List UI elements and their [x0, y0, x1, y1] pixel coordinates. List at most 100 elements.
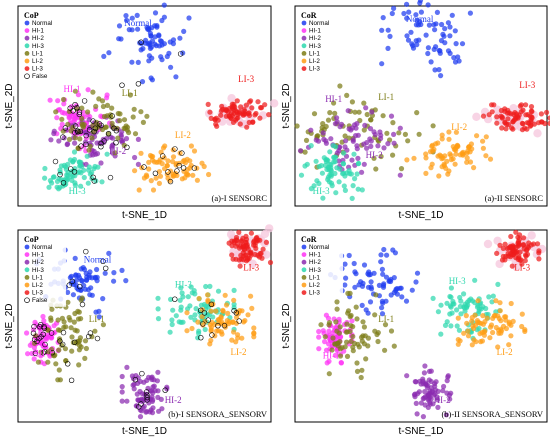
point-hi-1 — [316, 346, 322, 352]
cluster-label-normal: Normal — [406, 14, 434, 24]
point-li-1 — [89, 135, 95, 141]
point-li-1 — [331, 100, 337, 106]
point-li-2 — [226, 319, 232, 325]
point-li-1 — [351, 340, 358, 347]
point-normal — [426, 22, 432, 28]
point-hi-3 — [483, 305, 489, 312]
point-hi-2 — [119, 384, 125, 390]
panel-tag: (b)-II SENSORA_SENSORV — [441, 409, 543, 419]
point-li-1 — [121, 117, 128, 123]
panel-4: HI-3LI-1HI-1 LI-2HI-2LI-3CoRNormalHI-1HI-… — [281, 229, 548, 437]
point-normal — [161, 14, 167, 20]
point-li-3 — [257, 115, 263, 121]
legend-entry-false: False — [32, 73, 48, 80]
point-hi-1 — [325, 315, 332, 321]
legend-marker-hi-2 — [301, 259, 307, 265]
point-li-2 — [445, 171, 451, 177]
point-li-1 — [332, 110, 338, 116]
point-li-1 — [373, 292, 379, 298]
point-hi-2 — [354, 146, 360, 152]
point-li-3 — [238, 104, 244, 110]
point-li-2 — [205, 292, 211, 298]
point-hi-1 — [47, 97, 53, 103]
point-normal — [423, 32, 429, 38]
point-li-1 — [372, 312, 378, 318]
point-li-2 — [170, 159, 176, 165]
point-li-2 — [230, 319, 236, 325]
legend-entry-li-2: LI-2 — [32, 282, 43, 289]
point-li-1 — [69, 334, 75, 340]
point-normal — [124, 17, 130, 23]
x-axis-label: t-SNE_1D — [398, 210, 443, 221]
point-hi-3 — [85, 180, 91, 186]
point-li-1 — [361, 324, 367, 330]
point-normal — [368, 279, 374, 285]
point-normal — [152, 41, 158, 47]
legend-entry-normal: Normal — [309, 244, 329, 251]
point-normal — [379, 311, 386, 317]
point-hi-1 — [330, 330, 336, 336]
point-false — [105, 131, 112, 137]
point-false — [67, 166, 74, 172]
point-li-1 — [329, 347, 335, 353]
point-li-3 — [497, 242, 503, 248]
point-false — [236, 318, 242, 324]
point-hi-1 — [104, 92, 110, 98]
x-axis-label: t-SNE_1D — [122, 426, 167, 437]
cluster-label-normal: Normal — [84, 255, 112, 265]
point-hi-3 — [231, 287, 237, 293]
point-li-1 — [372, 328, 378, 334]
point-normal — [389, 10, 395, 17]
point-false — [32, 350, 39, 356]
point-false — [138, 39, 144, 45]
point-false — [209, 332, 215, 338]
point-li-2 — [446, 136, 452, 142]
point-hi-1 — [31, 356, 37, 362]
point-normal — [100, 296, 106, 302]
point-li-3 — [509, 252, 515, 258]
point-false — [144, 394, 150, 401]
legend-title: CoP — [24, 11, 39, 20]
y-axis-label: t-SNE_2D — [281, 303, 292, 348]
point-hi-2 — [119, 398, 125, 404]
point-li-2 — [502, 314, 508, 320]
point-hi-2 — [132, 154, 138, 161]
point-false — [141, 164, 147, 170]
point-li-2 — [146, 166, 152, 172]
point-li-3-halo — [472, 112, 481, 122]
cluster-label-hi-2: HI-2 — [366, 150, 383, 160]
point-li-3 — [494, 250, 500, 256]
point-li-2 — [150, 187, 157, 193]
point-normal — [75, 272, 82, 278]
cluster-label-hi-1: HI-1 — [64, 84, 81, 94]
point-normal — [83, 277, 90, 283]
point-hi-3 — [89, 170, 95, 176]
point-li-3 — [222, 106, 229, 112]
point-li-1 — [337, 353, 344, 359]
point-li-2 — [219, 331, 225, 337]
point-li-1 — [390, 120, 396, 126]
point-hi-3 — [49, 180, 55, 186]
point-normal — [359, 302, 365, 308]
point-normal — [406, 9, 412, 15]
point-normal — [445, 20, 451, 26]
point-li-1 — [363, 356, 369, 362]
point-li-2 — [184, 328, 190, 334]
point-hi-2 — [397, 125, 403, 131]
cluster-label-li-3: LI-3 — [238, 74, 254, 84]
point-li-2 — [189, 325, 195, 332]
legend-marker-hi-1 — [301, 28, 307, 33]
point-li-1 — [93, 119, 100, 125]
point-hi-3 — [86, 164, 92, 170]
point-normal — [455, 54, 461, 60]
point-hi-2 — [149, 410, 156, 416]
point-li-2 — [429, 161, 435, 167]
point-li-2 — [464, 155, 470, 161]
point-hi-2 — [355, 155, 361, 161]
point-hi-3 — [458, 311, 464, 317]
point-hi-3 — [178, 304, 184, 310]
point-li-3 — [521, 242, 527, 248]
point-li-1 — [320, 121, 326, 127]
point-li-2 — [423, 155, 429, 161]
